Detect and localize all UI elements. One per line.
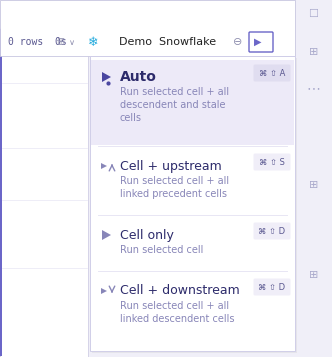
FancyBboxPatch shape bbox=[254, 154, 290, 171]
FancyBboxPatch shape bbox=[0, 29, 3, 356]
FancyBboxPatch shape bbox=[0, 0, 295, 56]
Text: ⊞: ⊞ bbox=[56, 37, 64, 47]
Text: ⊖: ⊖ bbox=[233, 37, 243, 47]
Text: Cell + upstream: Cell + upstream bbox=[120, 160, 222, 172]
Polygon shape bbox=[101, 163, 107, 169]
Text: ⌘ ⇧ D: ⌘ ⇧ D bbox=[258, 282, 286, 292]
Text: Auto: Auto bbox=[120, 70, 157, 84]
Polygon shape bbox=[102, 230, 111, 240]
FancyBboxPatch shape bbox=[91, 60, 294, 145]
Polygon shape bbox=[101, 288, 107, 294]
Text: linked descendent cells: linked descendent cells bbox=[120, 314, 234, 324]
Text: ⋯: ⋯ bbox=[306, 81, 320, 95]
Text: Run selected cell + all: Run selected cell + all bbox=[120, 301, 229, 311]
Text: Demo  Snowflake: Demo Snowflake bbox=[120, 37, 216, 47]
FancyBboxPatch shape bbox=[254, 278, 290, 296]
FancyBboxPatch shape bbox=[90, 56, 295, 351]
Text: ❄: ❄ bbox=[88, 35, 98, 49]
Text: descendent and stale: descendent and stale bbox=[120, 100, 225, 110]
Text: ⊞: ⊞ bbox=[309, 47, 318, 57]
Polygon shape bbox=[102, 72, 111, 82]
Text: ⌘ ⇧ D: ⌘ ⇧ D bbox=[258, 226, 286, 236]
Text: Run selected cell + all: Run selected cell + all bbox=[120, 87, 229, 97]
Text: Run selected cell: Run selected cell bbox=[120, 245, 204, 255]
Text: ⊞: ⊞ bbox=[309, 180, 318, 190]
Text: ▶: ▶ bbox=[254, 37, 262, 47]
Text: ⌘ ⇧ A: ⌘ ⇧ A bbox=[259, 69, 285, 77]
Text: Cell only: Cell only bbox=[120, 228, 174, 241]
FancyBboxPatch shape bbox=[254, 222, 290, 240]
FancyBboxPatch shape bbox=[254, 65, 290, 81]
Text: ⊞: ⊞ bbox=[309, 270, 318, 280]
Text: cells: cells bbox=[120, 113, 142, 123]
Text: ∨: ∨ bbox=[69, 37, 75, 46]
FancyBboxPatch shape bbox=[0, 28, 88, 357]
Text: 0 rows  0s: 0 rows 0s bbox=[8, 37, 67, 47]
Text: ∨: ∨ bbox=[267, 37, 273, 46]
Text: linked precedent cells: linked precedent cells bbox=[120, 189, 227, 199]
FancyBboxPatch shape bbox=[92, 58, 297, 353]
Text: ⌘ ⇧ S: ⌘ ⇧ S bbox=[259, 157, 285, 166]
Text: Run selected cell + all: Run selected cell + all bbox=[120, 176, 229, 186]
Text: ☐: ☐ bbox=[308, 9, 318, 19]
FancyBboxPatch shape bbox=[249, 32, 273, 52]
FancyBboxPatch shape bbox=[295, 0, 332, 357]
Text: Cell + downstream: Cell + downstream bbox=[120, 285, 240, 297]
